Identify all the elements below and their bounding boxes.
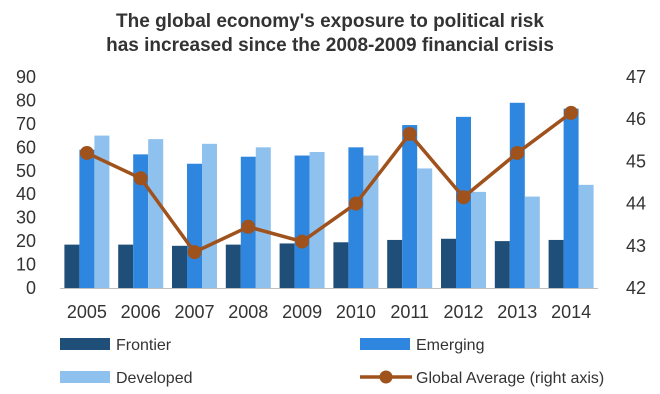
global-average-line xyxy=(86,111,573,254)
bar-frontier-2014 xyxy=(548,239,564,288)
bar-frontier-2005 xyxy=(64,244,80,288)
x-tick-label: 2009 xyxy=(282,302,322,322)
global-average-point-2010 xyxy=(348,196,363,211)
bar-frontier-2011 xyxy=(387,239,403,288)
bar-emerging-2013 xyxy=(509,102,525,289)
y-tick-label-left: 80 xyxy=(16,90,36,110)
bar-emerging-2006 xyxy=(133,154,149,288)
y-tick-label-right: 44 xyxy=(626,194,646,214)
legend-item-emerging: Emerging xyxy=(360,337,484,354)
legend-swatch xyxy=(60,338,110,350)
bar-emerging-2005 xyxy=(79,149,95,288)
x-tick-label: 2011 xyxy=(390,302,429,322)
x-tick-label: 2012 xyxy=(443,302,483,322)
y-tick-label-right: 42 xyxy=(626,278,646,298)
y-tick-label-right: 43 xyxy=(626,236,646,256)
legend-label: Frontier xyxy=(116,337,172,354)
legend-item-developed: Developed xyxy=(60,370,193,387)
legend-label: Global Average (right axis) xyxy=(416,370,604,387)
bar-frontier-2006 xyxy=(118,244,134,288)
chart-title-line-1: The global economy's exposure to politic… xyxy=(116,11,544,32)
y-tick-label-right: 47 xyxy=(626,67,646,87)
y-tick-label-left: 50 xyxy=(16,161,36,181)
bar-frontier-2007 xyxy=(172,245,187,288)
y-tick-label-left: 70 xyxy=(16,114,36,134)
x-tick-label: 2013 xyxy=(497,302,537,322)
x-tick-label: 2008 xyxy=(228,302,268,322)
legend-marker xyxy=(379,370,393,384)
bar-developed-2005 xyxy=(94,135,110,288)
bar-emerging-2011 xyxy=(402,125,418,288)
legend-item-frontier: Frontier xyxy=(60,337,172,354)
right-axis: 42 43 44 45 46 47 xyxy=(626,67,646,298)
global-average-point-2013 xyxy=(510,145,525,160)
y-tick-label-left: 20 xyxy=(16,231,36,251)
global-average-point-2007 xyxy=(187,245,202,260)
bar-emerging-2010 xyxy=(348,147,364,288)
bar-frontier-2013 xyxy=(494,241,510,288)
y-tick-label-left: 0 xyxy=(26,278,36,298)
legend-label: Developed xyxy=(116,370,193,387)
left-axis: 0 10 20 30 40 50 60 70 80 90 xyxy=(16,67,36,298)
y-tick-label-right: 46 xyxy=(626,109,646,129)
x-axis: 2005 2006 2007 2008 2009 2010 2011 2012 2013 2014 xyxy=(60,288,598,322)
global-average-point-2011 xyxy=(402,126,417,141)
x-tick-label: 2014 xyxy=(551,302,591,322)
chart-title: The global economy's exposure to politic… xyxy=(106,11,554,56)
bar-emerging-2014 xyxy=(563,108,579,289)
bar-developed-2011 xyxy=(417,168,433,288)
bar-emerging-2009 xyxy=(294,155,310,288)
global-average-point-2012 xyxy=(456,190,471,205)
x-tick-label: 2007 xyxy=(174,302,214,322)
bar-developed-2009 xyxy=(309,152,325,288)
global-average-point-2009 xyxy=(295,234,310,249)
line-series xyxy=(79,105,579,260)
bar-developed-2008 xyxy=(255,147,271,288)
chart-title-line-2: has increased since the 2008-2009 financ… xyxy=(106,35,554,56)
x-tick-label: 2010 xyxy=(336,302,376,322)
y-tick-label-left: 60 xyxy=(16,137,36,157)
legend: Frontier Emerging Developed Global Average … xyxy=(60,337,604,387)
bars xyxy=(64,102,594,289)
global-average-point-2006 xyxy=(133,171,148,186)
x-tick-label: 2005 xyxy=(67,302,107,322)
y-tick-label-left: 40 xyxy=(16,184,36,204)
bar-frontier-2008 xyxy=(225,244,241,288)
bar-frontier-2012 xyxy=(441,238,456,288)
legend-swatch xyxy=(360,338,410,350)
bar-developed-2006 xyxy=(148,139,164,288)
y-tick-label-left: 90 xyxy=(16,67,36,87)
bar-developed-2012 xyxy=(471,191,486,288)
bar-developed-2014 xyxy=(578,184,594,288)
y-tick-label-left: 30 xyxy=(16,208,36,228)
bar-developed-2007 xyxy=(202,143,217,288)
global-average-point-2008 xyxy=(241,219,256,234)
global-average-point-2005 xyxy=(79,145,94,160)
y-tick-label-left: 10 xyxy=(16,255,36,275)
legend-label: Emerging xyxy=(416,337,484,354)
bar-emerging-2007 xyxy=(187,163,202,288)
legend-swatch xyxy=(60,371,110,383)
legend-item-global: Global Average (right axis) xyxy=(360,370,604,387)
bar-frontier-2010 xyxy=(333,242,349,288)
bar-developed-2013 xyxy=(524,196,540,288)
bar-frontier-2009 xyxy=(279,243,295,288)
x-tick-label: 2006 xyxy=(121,302,161,322)
y-tick-label-right: 45 xyxy=(626,151,646,171)
global-average-point-2014 xyxy=(564,105,579,120)
